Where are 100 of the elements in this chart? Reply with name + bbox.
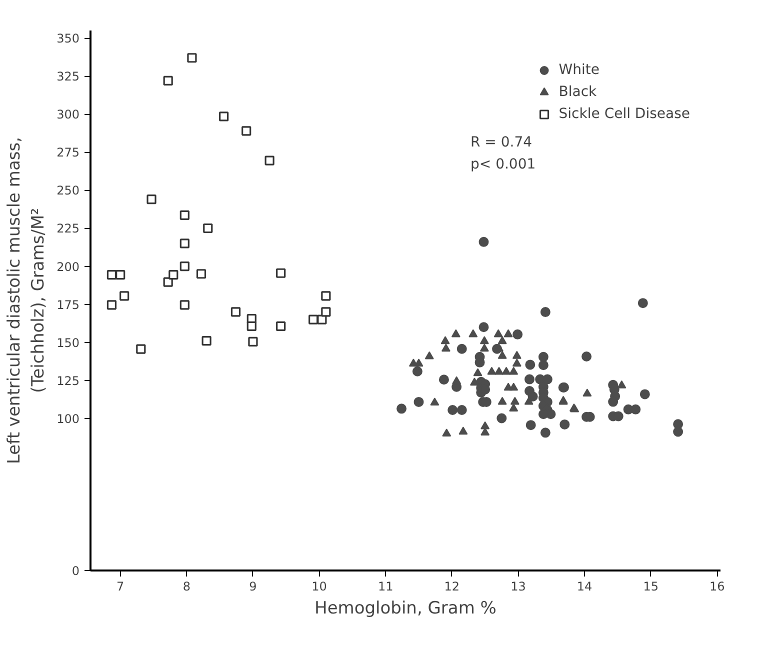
x-tick-label: 10	[312, 580, 327, 594]
x-tick-label: 16	[710, 580, 725, 594]
point	[617, 380, 626, 388]
x-tick-label: 12	[444, 580, 460, 594]
point	[163, 76, 173, 86]
y-tick-label: 250	[56, 184, 80, 198]
point	[424, 351, 434, 360]
point	[308, 314, 318, 324]
y-tick-label: 225	[56, 222, 80, 236]
point	[538, 352, 548, 362]
point	[180, 238, 190, 248]
point	[528, 391, 538, 402]
point	[640, 389, 650, 400]
point	[458, 426, 468, 435]
point	[136, 344, 146, 354]
point	[203, 223, 213, 234]
point	[456, 344, 467, 354]
x-tick-label: 11	[378, 580, 394, 594]
x-tick-label: 15	[643, 580, 659, 594]
point	[582, 351, 592, 362]
point	[540, 307, 550, 318]
point	[163, 277, 173, 287]
point	[582, 388, 592, 397]
point	[180, 210, 190, 220]
point	[276, 268, 286, 278]
point	[494, 366, 504, 375]
point	[180, 261, 190, 272]
point	[494, 329, 503, 338]
point	[540, 428, 550, 438]
point	[512, 358, 522, 367]
point	[440, 336, 450, 344]
point	[524, 374, 535, 384]
point	[638, 298, 648, 308]
point	[414, 358, 424, 367]
point	[502, 366, 511, 375]
y-axis-title: Left ventricular diastolic muscle mass, (Teichholz), Grams/M²	[4, 137, 49, 464]
point	[264, 156, 274, 166]
point	[168, 270, 178, 280]
x-tick-label: 8	[182, 580, 190, 594]
point	[468, 329, 478, 338]
point	[430, 398, 440, 406]
legend-label: Sickle Cell Disease	[558, 106, 690, 122]
point	[106, 300, 117, 310]
point	[456, 405, 467, 416]
point	[442, 428, 452, 437]
point	[496, 413, 507, 424]
point	[438, 374, 449, 385]
point	[246, 321, 256, 332]
point	[451, 329, 460, 338]
point	[448, 405, 458, 416]
point	[560, 419, 570, 430]
point	[146, 194, 156, 204]
point	[414, 396, 424, 407]
point	[510, 396, 520, 405]
y-tick-label: 350	[56, 32, 80, 46]
point	[412, 366, 422, 376]
point	[630, 404, 641, 414]
x-tick-label: 14	[576, 580, 592, 594]
point	[478, 322, 489, 332]
y-tick-label: 0	[72, 564, 80, 578]
point	[480, 421, 490, 430]
point	[608, 396, 618, 407]
point	[317, 314, 327, 324]
point	[504, 329, 513, 338]
y-tick-label: 325	[56, 70, 80, 84]
y-tick-label: 275	[56, 146, 80, 160]
y-tick-label: 200	[56, 260, 80, 274]
x-tick-label: 13	[510, 580, 526, 594]
point	[512, 350, 522, 359]
point	[242, 126, 252, 136]
point	[116, 270, 126, 280]
point	[509, 382, 518, 391]
point	[473, 368, 482, 376]
y-tick-label: 150	[56, 336, 80, 350]
point	[441, 344, 450, 352]
point	[196, 269, 206, 279]
point	[673, 426, 684, 437]
point	[230, 307, 241, 317]
point	[106, 270, 117, 280]
x-tick-label: 7	[116, 580, 124, 594]
annotation: p< 0.001	[470, 156, 536, 172]
point	[487, 366, 496, 375]
point	[480, 336, 489, 344]
point	[538, 409, 548, 420]
point	[276, 321, 286, 332]
point	[542, 374, 552, 384]
legend-label: White	[558, 62, 600, 78]
point	[452, 376, 462, 384]
point	[180, 300, 190, 310]
point	[218, 112, 229, 122]
point	[524, 396, 534, 405]
legend-label: Black	[558, 84, 597, 100]
annotation: R = 0.74	[470, 134, 532, 150]
point	[120, 291, 130, 301]
point	[248, 336, 258, 347]
point	[321, 291, 331, 301]
point	[480, 344, 489, 352]
point	[509, 404, 518, 412]
point	[526, 420, 536, 430]
point	[538, 360, 548, 370]
